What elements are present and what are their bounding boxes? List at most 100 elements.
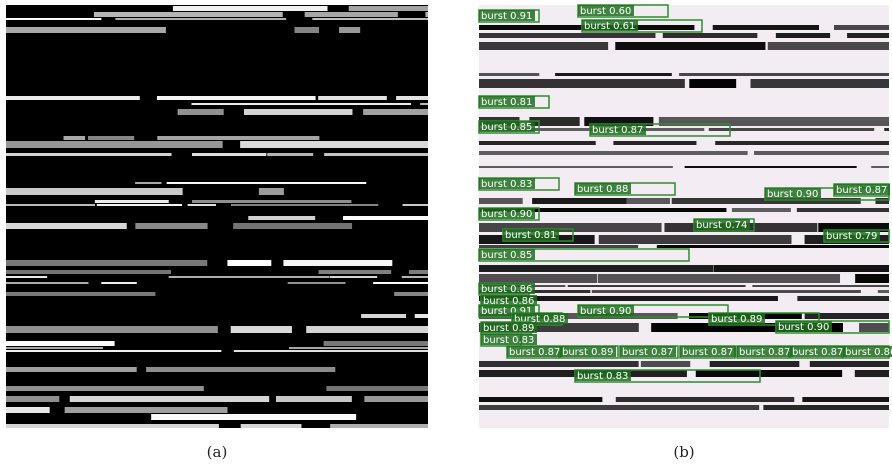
stripe: [94, 12, 283, 17]
detection-label: burst 0.60: [580, 6, 631, 17]
stripe: [64, 136, 86, 140]
band: [751, 79, 889, 88]
stripe: [6, 27, 166, 33]
stripe: [6, 424, 219, 428]
band: [479, 141, 596, 145]
detection-label: burst 0.87: [739, 347, 790, 358]
stripe: [233, 223, 352, 229]
band: [479, 73, 539, 76]
detection-label: burst 0.90: [778, 322, 829, 333]
band: [613, 141, 696, 145]
stripe: [339, 27, 360, 33]
band: [657, 245, 889, 248]
stripe: [6, 153, 171, 156]
detection-label: burst 0.89: [483, 323, 534, 334]
stripe: [157, 96, 316, 100]
band: [776, 33, 830, 38]
stripe: [178, 109, 224, 115]
stripe: [326, 386, 428, 391]
stripe: [402, 276, 428, 278]
figure: burst 0.60 burst 0.91 burst 0.61 burst 0.81…: [0, 0, 892, 466]
detection-label: burst 0.91: [481, 11, 532, 22]
stripe: [324, 341, 428, 346]
band: [479, 166, 673, 168]
stripe: [276, 396, 352, 402]
stripe: [167, 182, 367, 184]
stripe: [6, 367, 137, 372]
detection-label: burst 0.83: [481, 179, 532, 190]
stripe: [6, 347, 103, 349]
stripe: [343, 216, 428, 220]
stripe: [234, 350, 428, 352]
stripe: [6, 270, 171, 274]
stripe: [324, 153, 428, 156]
stripe: [349, 6, 428, 11]
band: [715, 141, 889, 145]
stripe: [6, 260, 207, 266]
band: [479, 405, 759, 410]
band: [592, 290, 861, 293]
stripe: [192, 153, 266, 156]
band: [479, 79, 685, 88]
stripe: [396, 96, 428, 100]
band: [797, 296, 889, 301]
stripe: [240, 141, 428, 148]
stripe: [6, 341, 115, 346]
band: [797, 208, 889, 212]
band: [709, 128, 874, 131]
stripe: [6, 141, 223, 148]
stripe: [312, 18, 428, 20]
band: [752, 285, 889, 287]
stripe: [403, 204, 428, 206]
stripe: [6, 276, 47, 278]
detection-label: burst 0.89: [562, 347, 613, 358]
stripe: [135, 223, 207, 229]
stripe: [259, 188, 284, 195]
stripe: [6, 292, 155, 296]
stripe: [173, 6, 328, 11]
band: [479, 361, 639, 367]
detection-label: burst 0.87: [509, 347, 560, 358]
detection-label: burst 0.81: [505, 230, 556, 241]
band: [802, 397, 889, 402]
stripe: [306, 326, 428, 333]
stripe: [6, 350, 221, 352]
stripe: [6, 18, 101, 20]
band: [855, 274, 889, 283]
stripe: [135, 182, 161, 184]
detection-label: burst 0.89: [711, 314, 762, 325]
detection-label: burst 0.85: [481, 122, 532, 133]
detection-label: burst 0.85: [481, 250, 532, 261]
band: [834, 25, 889, 30]
band: [875, 198, 889, 204]
stripe: [115, 18, 286, 20]
stripe: [231, 326, 292, 333]
detection-label: burst 0.83: [577, 371, 628, 382]
stripe: [363, 109, 428, 115]
detection-label: burst 0.86: [481, 284, 532, 295]
stripe: [319, 270, 392, 274]
stripe: [231, 204, 378, 206]
stripe: [70, 396, 269, 402]
band: [754, 151, 889, 155]
detection-label: burst 0.88: [577, 184, 628, 195]
stripe: [101, 282, 136, 284]
stripe: [6, 223, 127, 229]
band: [689, 79, 736, 88]
stripe: [88, 136, 134, 140]
caption-a: (a): [207, 443, 228, 461]
band: [763, 405, 889, 410]
band: [855, 370, 889, 377]
stripe: [409, 270, 428, 274]
stripe: [192, 200, 351, 203]
stripe: [330, 424, 428, 428]
stripe: [330, 276, 377, 278]
band: [685, 166, 857, 168]
stripe: [241, 424, 302, 428]
stripe: [267, 153, 313, 156]
stripe: [394, 292, 428, 296]
detection-label: burst 0.87: [836, 185, 887, 196]
band: [479, 397, 602, 402]
band: [479, 198, 523, 204]
detection-label: burst 0.61: [584, 21, 635, 32]
